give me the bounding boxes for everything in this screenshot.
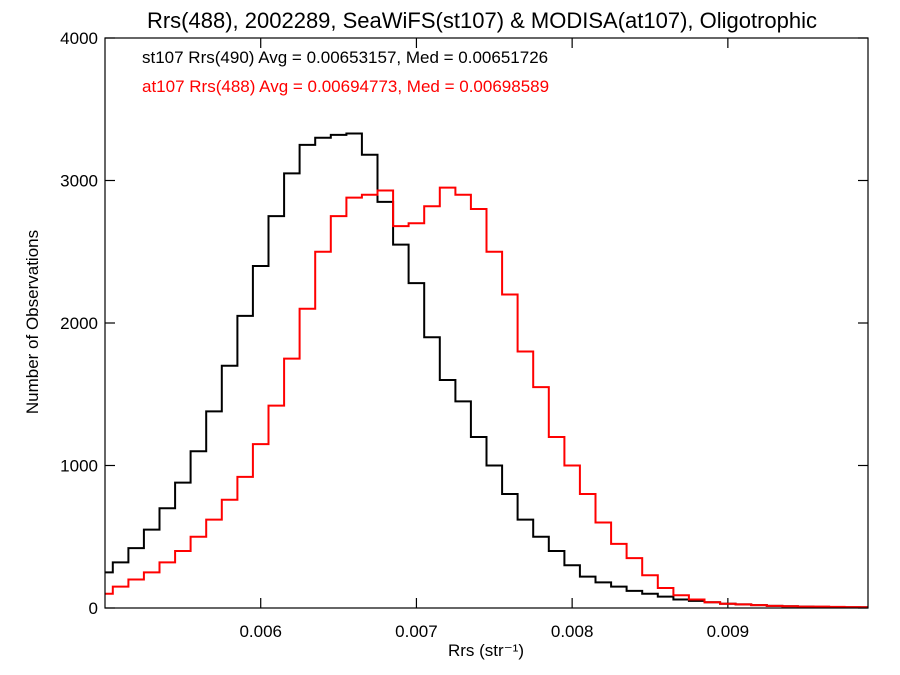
y-tick-label: 0 [89,599,98,618]
chart-title: Rrs(488), 2002289, SeaWiFS(st107) & MODI… [147,8,817,33]
series-step-line-0 [105,132,868,609]
x-tick-label: 0.006 [239,622,282,641]
x-tick-label: 0.008 [551,622,594,641]
y-tick-label: 3000 [60,172,98,191]
y-tick-label: 2000 [60,314,98,333]
plot-frame [104,37,869,609]
axis-ticks: 0.006 0.007 0.008 0.009 0 1000 2000 3000 4000 [60,29,868,641]
y-axis-label: Number of Observations [23,230,42,414]
annotation-at107: at107 Rrs(488) Avg = 0.00694773, Med = 0… [142,77,549,96]
annotation-st107: st107 Rrs(490) Avg = 0.00653157, Med = 0… [142,48,548,67]
x-tick-label: 0.009 [707,622,750,641]
x-tick-label: 0.007 [395,622,438,641]
x-axis-label: Rrs (str⁻¹) [448,641,524,660]
y-tick-label: 4000 [60,29,98,48]
y-tick-label: 1000 [60,457,98,476]
series-step-line-1 [105,186,868,609]
series-group [105,132,868,609]
